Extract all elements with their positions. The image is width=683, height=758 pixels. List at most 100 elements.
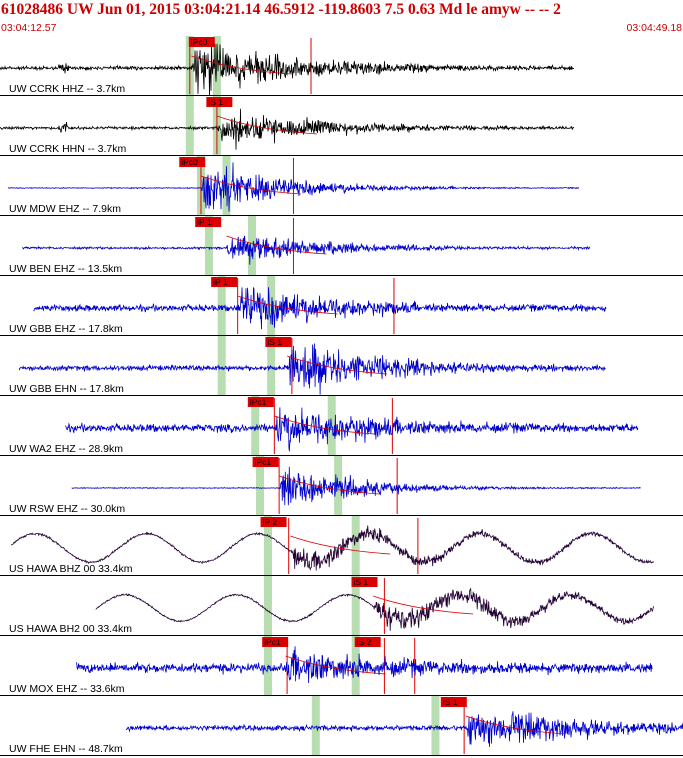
event-title: 61028486 UW Jun 01, 2015 03:04:21.14 46.…: [1, 1, 561, 18]
phase-window: [351, 576, 360, 635]
pick-marker[interactable]: iPc1: [262, 637, 289, 647]
waveform: [33, 287, 607, 330]
waveform: [76, 646, 653, 684]
pick-label: iP 2: [263, 517, 278, 527]
phase-window: [251, 396, 260, 455]
pick-label: iS 1: [267, 337, 282, 347]
pick-label: iPc0: [191, 37, 208, 47]
pick-label: iPc1: [264, 637, 281, 647]
pick-marker[interactable]: iP 2: [260, 517, 287, 527]
pick-label: iP 1: [213, 277, 228, 287]
phase-window: [263, 576, 272, 635]
waveform: [125, 711, 683, 748]
trace-label: UW CCRK HHN -- 3.7km: [9, 143, 127, 155]
pick-marker[interactable]: iPc1: [247, 397, 274, 407]
phase-window: [204, 216, 213, 275]
trace-row: iPc1 UW WA2 EHZ -- 28.9km: [0, 396, 683, 456]
trace-row: iPc1 UW RSW EHZ -- 30.0km: [0, 456, 683, 516]
pick-label: iP 1: [197, 217, 212, 227]
trace-label: US HAWA BHZ 00 33.4km: [9, 563, 133, 575]
arrival-curve: [200, 175, 301, 195]
pick-marker[interactable]: iS 1: [265, 337, 292, 347]
pick-label: iS 2: [357, 637, 372, 647]
trace-label: UW GBB EHZ -- 17.8km: [9, 323, 123, 335]
arrival-curve: [286, 355, 388, 375]
arrival-curve: [290, 535, 391, 555]
header: 61028486 UW Jun 01, 2015 03:04:21.14 46.…: [0, 0, 683, 36]
trace-label: UW CCRK HHZ -- 3.7km: [9, 83, 125, 95]
trace-row: iPc0 UW MDW EHZ -- 7.9km: [0, 156, 683, 216]
trace-row: iS 1 UW FHE EHN -- 48.7km: [0, 696, 683, 756]
arrival-curve: [274, 415, 375, 435]
phase-window: [351, 636, 360, 695]
pick-marker[interactable]: iS 1: [206, 97, 233, 107]
trace-row: iP 2 US HAWA BHZ 00 33.4km: [0, 516, 683, 576]
arrival-curve: [278, 475, 380, 495]
phase-window: [351, 516, 360, 575]
pick-label: iS 1: [443, 697, 458, 707]
phase-window: [263, 636, 272, 695]
pick-marker[interactable]: iPc0: [188, 37, 215, 47]
pick-marker[interactable]: iP 1: [211, 277, 238, 287]
waveform: [10, 525, 655, 571]
trace-row: iPc0 UW CCRK HHZ -- 3.7km: [0, 36, 683, 97]
pick-box: [188, 37, 215, 47]
waveform: [71, 466, 641, 506]
phase-window: [431, 696, 440, 755]
pick-label: iPc1: [255, 457, 272, 467]
pick-box: [351, 577, 378, 587]
waveform: [0, 43, 575, 97]
pick-label: iS 1: [353, 577, 368, 587]
trace-label: UW MOX EHZ -- 33.6km: [9, 683, 125, 695]
trace-row: iS 1 UW CCRK HHN -- 3.7km: [0, 96, 683, 156]
waveform: [95, 587, 655, 631]
arrival-curve: [226, 235, 327, 255]
pick-label: iS 1: [208, 97, 223, 107]
arrival-curve: [465, 715, 566, 735]
waveform: [65, 407, 639, 452]
pick-marker[interactable]: iS 2: [354, 637, 381, 647]
phase-window: [267, 336, 276, 395]
arrival-curve: [237, 295, 338, 315]
end-time: 03:04:49.18: [626, 22, 682, 34]
arrival-curve: [191, 55, 292, 75]
pick-marker[interactable]: iPc1: [252, 457, 279, 467]
pick-marker[interactable]: iS 1: [440, 697, 467, 707]
trace-label: UW RSW EHZ -- 30.0km: [9, 503, 125, 515]
trace-row: iPc1 iS 2 UW MOX EHZ -- 33.6km: [0, 636, 683, 696]
waveform: [18, 343, 606, 395]
pick-box: [211, 277, 238, 287]
trace-row: iS 1 UW GBB EHN -- 17.8km: [0, 336, 683, 396]
pick-box: [354, 637, 381, 647]
trace-label: US HAWA BH2 00 33.4km: [9, 623, 132, 635]
trace-label: UW BEN EHZ -- 13.5km: [9, 263, 122, 275]
phase-window: [248, 216, 257, 275]
pick-label: iPc1: [250, 397, 267, 407]
pick-box: [206, 97, 233, 107]
pick-box: [260, 517, 287, 527]
start-time: 03:04:12.57: [1, 22, 57, 34]
waveform: [0, 108, 575, 150]
trace-label: UW MDW EHZ -- 7.9km: [9, 203, 121, 215]
waveform: [7, 162, 580, 212]
trace-row: iP 1 UW BEN EHZ -- 13.5km: [0, 216, 683, 276]
pick-box: [195, 217, 222, 227]
trace-label: UW GBB EHN -- 17.8km: [9, 383, 124, 395]
seismogram-plot: iPc0 UW CCRK HHZ -- 3.7km iS 1 UW CCRK HHN …: [0, 36, 683, 756]
pick-marker[interactable]: iPc0: [179, 157, 206, 167]
trace-row: iS 1 US HAWA BH2 00 33.4km: [0, 576, 683, 636]
pick-box: [252, 457, 279, 467]
pick-box: [262, 637, 289, 647]
phase-window: [311, 696, 320, 755]
phase-window: [185, 96, 194, 155]
phase-window: [263, 516, 272, 575]
pick-label: iPc0: [181, 157, 198, 167]
arrival-curve: [373, 595, 474, 615]
pick-marker[interactable]: iS 1: [351, 577, 378, 587]
pick-marker[interactable]: iP 1: [195, 217, 222, 227]
pick-box: [265, 337, 292, 347]
arrival-curve: [285, 655, 386, 675]
trace-label: UW FHE EHN -- 48.7km: [9, 743, 123, 755]
pick-box: [247, 397, 274, 407]
phase-window: [255, 456, 264, 515]
